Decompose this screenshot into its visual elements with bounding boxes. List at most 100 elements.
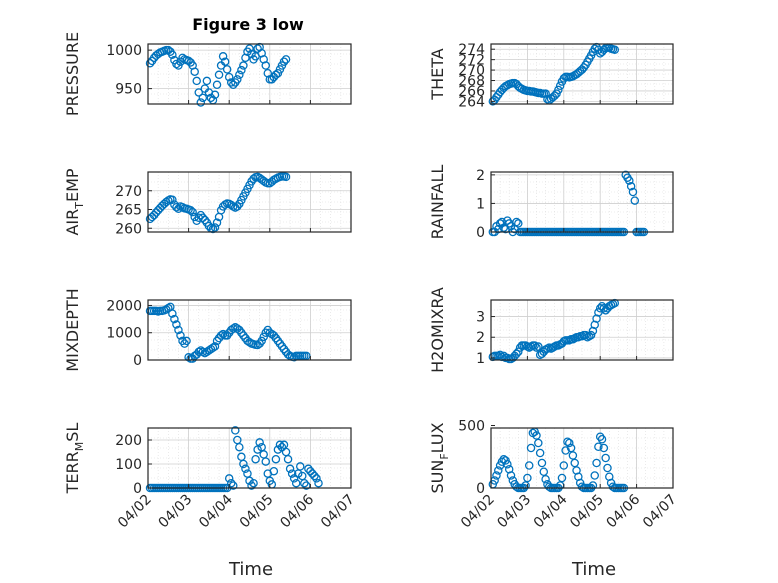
chart-0-point — [224, 72, 234, 82]
chart-0-ylabel: PRESSURE — [63, 32, 82, 116]
chart-5-ylabel: H2OMIXRA — [428, 287, 447, 373]
chart-2-point — [249, 174, 258, 183]
chart-7-point — [503, 459, 512, 469]
chart-7-point — [535, 448, 545, 458]
chart-6-ytick-label: 200 — [115, 433, 142, 449]
chart-0-point — [168, 50, 177, 60]
chart-3-point — [630, 196, 640, 205]
chart-5-point — [530, 341, 539, 350]
chart-2-point — [149, 210, 159, 220]
chart-6-point — [295, 462, 305, 471]
chart-7-point — [603, 463, 612, 473]
chart-0-ytick-label: 1000 — [106, 43, 142, 59]
chart-4-ytick-label: 0 — [133, 353, 142, 369]
chart-4-ytick-label: 2000 — [106, 298, 142, 314]
chart-2-ylabel-part: AIR — [63, 209, 82, 236]
subplot-mixdepth: 0 1000 2000 MIXDEPTH — [63, 288, 352, 372]
chart-3-point — [625, 176, 634, 185]
chart-1-axes-box — [490, 43, 674, 105]
chart-6-point — [251, 454, 260, 464]
chart-5-series — [488, 298, 620, 364]
chart-7-ylabel: SUNFLUX — [428, 422, 451, 493]
chart-7-point — [559, 461, 569, 470]
chart-4-point — [216, 331, 226, 340]
chart-6-point — [235, 442, 244, 452]
chart-2-point — [210, 223, 220, 232]
chart-7-point — [568, 451, 578, 460]
chart-7-ylabel-part: LUX — [428, 422, 447, 453]
chart-7-point — [532, 431, 541, 440]
chart-2-point — [174, 204, 183, 213]
chart-7-ylabel-part: F — [438, 453, 451, 459]
chart-7-point — [506, 471, 516, 480]
chart-1-ylabel: THETA — [428, 48, 447, 100]
chart-0-axes-box — [147, 43, 352, 105]
chart-0-point — [192, 76, 201, 86]
chart-7-ytick-label: 500 — [458, 419, 485, 435]
chart-6-ytick-label: 0 — [133, 481, 142, 497]
chart-4-ylabel: MIXDEPTH — [63, 288, 82, 371]
chart-5-ytick-label: 1 — [476, 351, 485, 367]
chart-0-point — [218, 52, 228, 61]
chart-3-ytick-label: 1 — [476, 196, 485, 212]
chart-1-ylabel-part: THETA — [428, 48, 447, 100]
chart-4-ylabel-part: MIXDEPTH — [63, 288, 82, 371]
chart-0-point — [196, 98, 206, 107]
chart-2-point — [188, 207, 197, 217]
chart-2-point — [186, 205, 195, 215]
chart-6-point — [231, 426, 240, 435]
chart-0-point — [198, 93, 208, 103]
chart-3-ytick-label: 2 — [476, 168, 485, 184]
chart-3-ytick-label: 0 — [476, 225, 485, 241]
chart-0-ylabel-part: PRESSURE — [63, 32, 82, 116]
chart-1-ytick-label: 274 — [458, 42, 485, 58]
chart-7-ylabel-part: SUN — [428, 460, 447, 494]
subplot-h2omixra: 1 2 3 H2OMIXRA — [428, 287, 674, 373]
chart-6-point — [310, 471, 319, 481]
chart-7-point — [566, 443, 576, 453]
chart-0-point — [281, 55, 291, 64]
chart-7-point — [492, 471, 501, 480]
chart-0-point — [190, 67, 199, 76]
chart-6-point — [239, 459, 248, 469]
chart-0-point — [214, 70, 224, 80]
chart-7-point — [599, 443, 609, 453]
subplot-pressure: 950 1000 PRESSURE — [63, 32, 352, 116]
chart-4-ytick-label: 1000 — [106, 326, 142, 342]
chart-4-point — [164, 303, 173, 313]
chart-4-point — [210, 342, 220, 351]
chart-6-point — [226, 478, 236, 488]
chart-2-axes-box — [147, 171, 352, 233]
chart-7-point — [565, 438, 574, 448]
chart-5-axes-box — [490, 299, 674, 361]
chart-6-point — [271, 454, 281, 464]
chart-0-point — [235, 70, 244, 80]
chart-7-grid — [491, 428, 673, 488]
chart-7-point — [595, 432, 605, 441]
chart-4-point — [170, 314, 179, 324]
chart-6-ylabel: TERRMSL — [63, 423, 86, 495]
subplot-rainfall: 0 1 2 RAINFALL — [428, 165, 674, 241]
chart-6-point — [269, 466, 279, 476]
chart-7-point — [537, 458, 547, 468]
chart-7-point — [541, 474, 550, 484]
chart-6-ylabel-part: TERR — [63, 451, 82, 494]
chart-1-point — [554, 85, 563, 95]
chart-7-point — [597, 434, 607, 444]
x-axis-label-left: Time — [228, 559, 273, 580]
chart-7-point — [570, 458, 579, 468]
chart-0-point — [212, 80, 222, 90]
chart-0-point — [229, 80, 238, 90]
chart-0-point — [271, 70, 281, 80]
chart-2-ytick-label: 270 — [115, 184, 142, 200]
chart-1-series — [488, 42, 620, 106]
chart-6-ytick-label: 100 — [115, 457, 142, 473]
chart-7-point — [524, 461, 534, 470]
chart-2-point — [172, 202, 181, 212]
chart-2-ylabel-part: T — [73, 202, 86, 210]
chart-2-point — [168, 195, 177, 204]
chart-4-point — [168, 309, 177, 318]
chart-6-point — [287, 469, 297, 478]
